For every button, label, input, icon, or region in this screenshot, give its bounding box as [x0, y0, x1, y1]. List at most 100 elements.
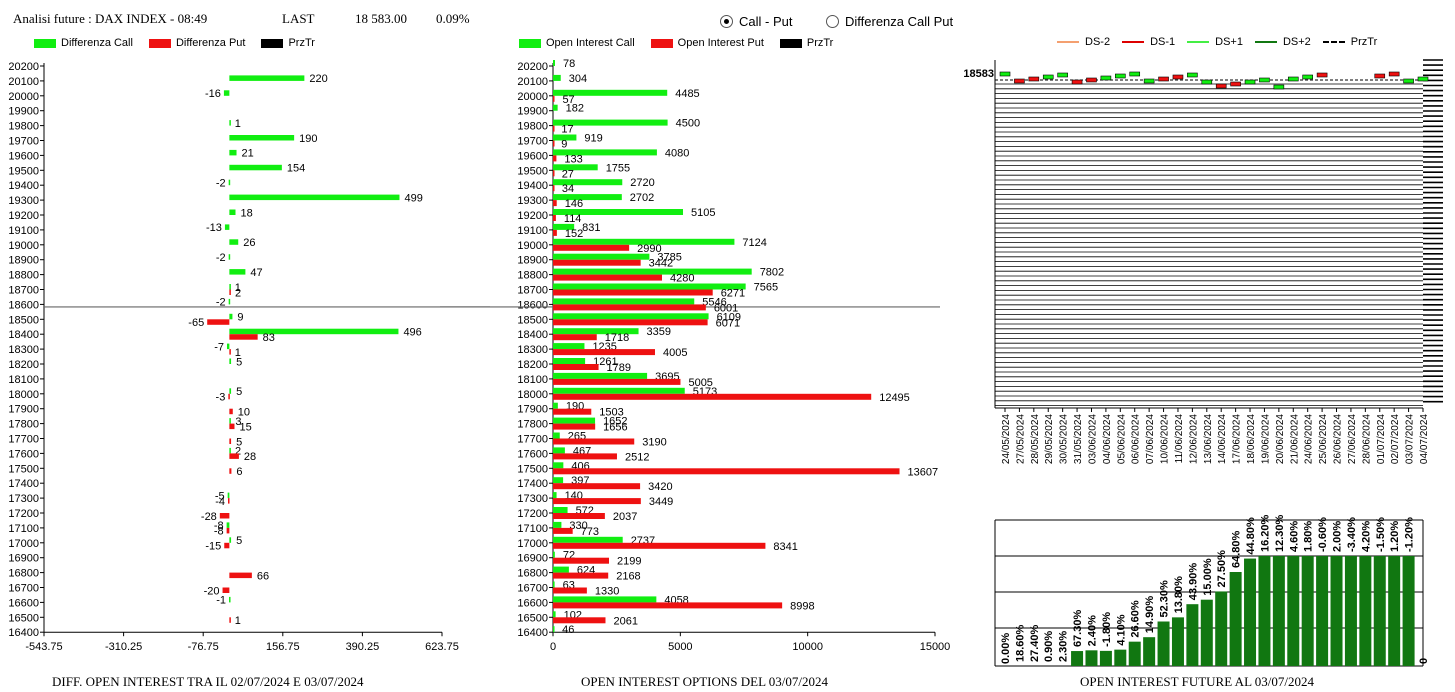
call-diff-bar [229, 448, 231, 454]
call-oi-bar [553, 611, 556, 617]
y-tick-label: 18100 [517, 374, 548, 386]
candle [1173, 75, 1183, 79]
legend-line-ds-2 [1057, 41, 1079, 43]
call-oi-bar [553, 507, 568, 513]
oi-bar [1129, 642, 1141, 666]
y-tick-label: 17200 [8, 508, 39, 520]
data-label: 14.90% [1144, 596, 1156, 634]
data-label: 496 [403, 326, 421, 338]
data-label: 83 [263, 332, 275, 344]
oi-bar [1071, 651, 1083, 666]
candle [1014, 79, 1024, 83]
legend-oi: Open Interest Call Open Interest Put Prz… [519, 37, 849, 49]
put-oi-bar [553, 245, 629, 251]
data-label: 1.20% [1389, 521, 1401, 552]
data-label: -3 [216, 392, 226, 404]
y-tick-label: 19800 [517, 121, 548, 133]
data-label: 27.40% [1029, 624, 1041, 662]
data-label: 7565 [754, 282, 778, 294]
price-label: 18583 [963, 68, 994, 80]
candle [1317, 73, 1327, 77]
open-interest-options-chart: 2020020100200001990019800197001960019500… [490, 58, 940, 658]
candle [1072, 80, 1082, 84]
candle [1000, 72, 1010, 76]
data-label: 4.10% [1115, 614, 1127, 645]
data-label: 27.50% [1216, 550, 1228, 588]
y-tick-label: 17600 [8, 448, 39, 460]
put-oi-bar [553, 439, 634, 445]
call-diff-bar [229, 329, 398, 335]
put-oi-bar [553, 543, 765, 549]
call-diff-bar [229, 180, 231, 186]
legend-item: Differenza Call [61, 37, 133, 49]
footer-future: OPEN INTEREST FUTURE AL 03/07/2024 [1080, 674, 1314, 690]
data-label: 4.20% [1360, 521, 1372, 552]
oi-bar [1258, 556, 1270, 666]
y-tick-label: 18400 [8, 329, 39, 341]
data-label: 114 [564, 213, 582, 225]
put-oi-bar [553, 185, 555, 191]
y-tick-label: 17300 [517, 493, 548, 505]
radio-differenza-call-put[interactable]: Differenza Call Put [826, 14, 953, 29]
y-tick-label: 19000 [8, 240, 39, 252]
y-tick-label: 20000 [517, 91, 548, 103]
data-label: 0 [1418, 658, 1430, 664]
data-label: 3190 [642, 437, 666, 449]
oi-bar [1172, 617, 1184, 666]
y-tick-label: 16700 [517, 583, 548, 595]
legend-item: Open Interest Put [678, 37, 764, 49]
put-oi-bar [553, 349, 655, 355]
call-oi-bar [553, 552, 555, 558]
put-oi-bar [553, 141, 555, 147]
change-value: 0.09% [436, 11, 470, 27]
data-label: 6071 [716, 317, 740, 329]
data-label: 17 [561, 124, 573, 136]
data-label: 2.30% [1058, 631, 1070, 662]
call-oi-bar [553, 298, 694, 304]
legend-line-ds-1 [1122, 41, 1144, 43]
radio-differenza-label: Differenza Call Put [845, 14, 953, 29]
data-label: 12.30% [1274, 514, 1286, 552]
diff-open-interest-chart: 20200 20100 20000 19900 19800 19700 19600 19500… [0, 58, 490, 658]
y-tick-label: 17100 [8, 523, 39, 535]
data-label: -16 [205, 88, 221, 100]
y-tick-label: 16600 [517, 597, 548, 609]
y-tick-label: 16800 [8, 568, 39, 580]
call-oi-bar [553, 492, 557, 498]
call-diff-bar [229, 150, 236, 156]
date-label: 24/05/2024 [1001, 414, 1012, 464]
oi-bar [1388, 556, 1400, 666]
date-label: 27/06/2024 [1347, 414, 1358, 464]
call-oi-bar [553, 60, 555, 66]
y-tick-label: 18700 [8, 285, 39, 297]
data-label: 57 [562, 94, 574, 106]
y-tick-label: 18500 [8, 314, 39, 326]
call-diff-bar [229, 597, 231, 603]
y-tick-label: 16400 [8, 627, 39, 639]
radio-call-put[interactable]: Call - Put [720, 14, 792, 29]
data-label: 6 [236, 466, 242, 478]
candle [1043, 75, 1053, 79]
y-tick-label: 16400 [517, 627, 548, 639]
candle [1187, 73, 1197, 77]
legend-swatch-red [651, 39, 673, 48]
put-diff-bar [228, 498, 230, 504]
data-label: 773 [581, 526, 599, 538]
legend-item: DS-1 [1150, 36, 1175, 48]
oi-bar [1287, 556, 1299, 666]
y-tick-label: 17700 [517, 434, 548, 446]
y-tick-label: 16600 [8, 597, 39, 609]
page-title: Analisi future : DAX INDEX - 08:49 [13, 11, 207, 27]
candle [1288, 77, 1298, 81]
data-label: 13607 [908, 466, 939, 478]
y-tick-label: 17400 [8, 478, 39, 490]
date-label: 07/06/2024 [1145, 414, 1156, 464]
call-oi-bar [553, 477, 563, 483]
data-label: 152 [565, 228, 583, 240]
oi-bar [1316, 556, 1328, 666]
data-label: 7802 [760, 267, 784, 279]
put-diff-bar [229, 617, 231, 623]
put-oi-bar [553, 513, 605, 519]
data-label: -3.40% [1346, 517, 1358, 552]
call-oi-bar [553, 388, 685, 394]
